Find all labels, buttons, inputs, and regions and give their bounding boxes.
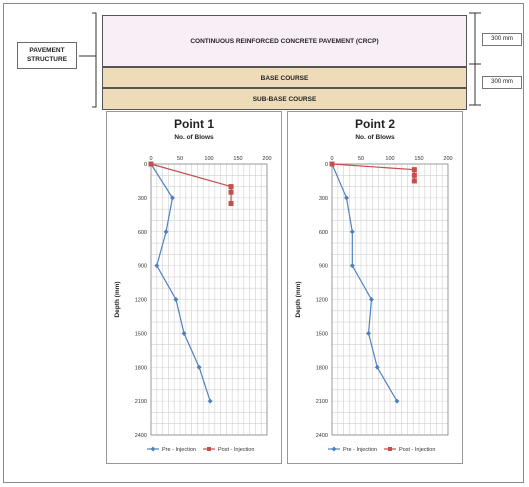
point-2-chart-panel: Point 2 No. of Blows 0 50 100 150 200 0 300 600… [287,111,463,464]
chart-title: Point 2 [354,117,395,131]
data-point [344,195,349,201]
y-tick-label: 0 [144,162,147,168]
legend-marker [150,446,156,452]
legend-label: Pre - Injection [343,447,377,453]
y-tick-label: 1500 [316,331,328,337]
legend-label: Pre - Injection [162,447,196,453]
data-point [411,172,417,178]
series-line [150,163,232,204]
y-tick-label: 2400 [316,433,328,439]
data-point [181,330,187,336]
y-tick-label: 600 [138,230,147,236]
figure-frame: PAVEMENT STRUCTURE CONTINUOUS REINFORCED… [3,3,524,483]
y-tick-label: 1200 [135,298,147,304]
data-point [349,263,355,269]
subbase-course-layer: SUB-BASE COURSE [102,88,467,110]
data-point [329,161,335,167]
y-axis-title: Depth (mm) [295,281,302,317]
x-tick-label: 0 [149,156,152,162]
y-tick-label: 900 [138,264,147,270]
crcp-thickness-label: 300 mm [482,33,522,46]
legend-marker [331,446,337,452]
data-point [366,330,372,336]
point-1-plot: 0 50 100 150 200 0 300 600 900 1200 1500 1800 2100 24… [114,156,272,453]
data-point [374,364,380,370]
layer-brackets [79,12,481,108]
data-point [163,229,169,235]
data-point [411,178,417,184]
x-tick-label: 150 [414,156,423,162]
x-tick-label: 0 [330,156,333,162]
data-point [368,297,374,302]
series-line [331,163,415,181]
chart-title: Point 1 [173,117,214,131]
data-point [154,263,160,269]
data-point [394,398,400,404]
base-course-layer: BASE COURSE [102,67,467,88]
y-tick-label: 1200 [316,298,328,304]
gridlines [331,163,449,436]
point-1-chart-panel: Point 1 No. of Blows 0 50 100 150 200 0 300 600… [106,111,282,464]
x-tick-label: 100 [385,156,394,162]
y-tick-label: 2100 [135,399,147,405]
data-point [349,229,355,235]
y-axis-title: Depth (mm) [114,281,121,317]
x-tick-label: 200 [262,156,271,162]
legend-label: Post - Injection [218,447,254,453]
crcp-layer: CONTINUOUS REINFORCED CONCRETE PAVEMENT … [102,15,467,67]
y-tick-label: 0 [325,162,328,168]
y-tick-label: 2100 [316,399,328,405]
x-axis-title: No. of Blows [174,134,214,141]
data-point [228,189,234,195]
plot-area [150,163,268,436]
plot-area [331,163,449,436]
data-point [169,195,175,201]
data-point [207,398,213,404]
y-tick-label: 600 [319,230,328,236]
x-tick-label: 50 [358,156,364,162]
gridlines [150,163,268,436]
x-tick-label: 150 [233,156,242,162]
y-tick-label: 300 [319,196,328,202]
x-tick-label: 200 [443,156,452,162]
data-point [228,201,234,207]
base-thickness-label: 300 mm [482,76,522,89]
x-axis-title: No. of Blows [355,134,395,141]
y-tick-label: 2400 [135,433,147,439]
data-point [173,297,179,302]
y-tick-label: 1800 [316,365,328,371]
y-tick-label: 900 [319,264,328,270]
y-tick-label: 300 [138,196,147,202]
series-line [150,163,211,402]
legend-marker [388,447,392,451]
x-tick-label: 50 [177,156,183,162]
point-2-plot: 0 50 100 150 200 0 300 600 900 1200 1500 1800 2100 24… [295,156,453,453]
x-tick-label: 100 [204,156,213,162]
data-point [196,364,202,370]
data-point [228,184,234,190]
series-line [331,163,398,402]
y-tick-label: 1800 [135,365,147,371]
pavement-structure-label: PAVEMENT STRUCTURE [17,42,77,69]
legend-label: Post - Injection [399,447,435,453]
y-tick-label: 1500 [135,331,147,337]
data-point [411,167,417,173]
data-point [148,161,154,167]
legend-marker [207,447,211,451]
